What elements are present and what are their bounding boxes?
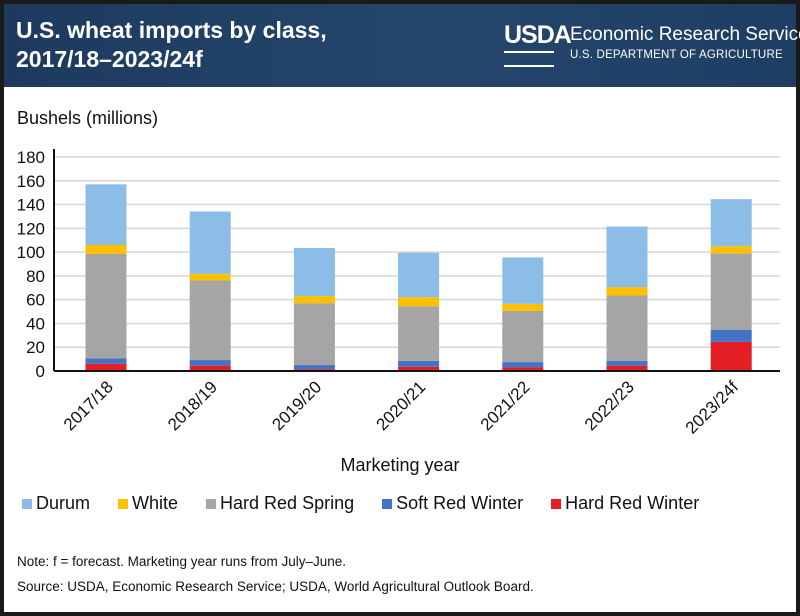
bar-segment-hard-red-winter [502, 367, 544, 371]
bar-segment-soft-red-winter [398, 360, 440, 367]
bar-segment-soft-red-winter [502, 362, 544, 368]
bar-segment-soft-red-winter [710, 329, 752, 342]
chart-title: U.S. wheat imports by class, 2017/18–202… [16, 16, 327, 74]
y-tick-label: 120 [17, 219, 45, 238]
bar-segment-white [398, 297, 440, 307]
legend: Durum White Hard Red Spring Soft Red Winter… [22, 493, 699, 514]
y-tick-label: 100 [17, 243, 45, 262]
bar-segment-durum [398, 252, 440, 298]
bar-segment-hard-red-spring [189, 280, 231, 361]
bar-segment-hard-red-spring [606, 295, 648, 361]
y-axis-label: Bushels (millions) [17, 108, 159, 128]
bar-segment-durum [502, 257, 544, 304]
bar-segment-hard-red-spring [398, 306, 440, 361]
y-tick-label: 140 [17, 196, 45, 215]
legend-item: Hard Red Winter [551, 493, 699, 514]
bar-segment-hard-red-spring [85, 253, 127, 359]
usda-logo-lines-icon [504, 51, 554, 67]
y-tick-label: 180 [17, 148, 45, 167]
bar-segment-soft-red-winter [85, 358, 127, 364]
x-axis-label: Marketing year [340, 455, 460, 475]
legend-item: Soft Red Winter [382, 493, 523, 514]
legend-swatch [382, 498, 393, 509]
y-tick-label: 20 [26, 338, 45, 357]
bar-segment-durum [710, 199, 752, 247]
bar-segment-hard-red-winter [85, 363, 127, 371]
y-tick-label: 0 [36, 362, 45, 381]
x-tick-label: 2019/20 [268, 377, 325, 434]
bar-segment-white [189, 273, 231, 281]
bar-segment-white [293, 296, 335, 304]
bar-segment-hard-red-winter [189, 365, 231, 371]
usda-logo-text: USDA [504, 21, 572, 49]
x-tick-label: 2021/22 [477, 377, 534, 434]
y-tick-label: 80 [26, 267, 45, 286]
legend-item: White [118, 493, 178, 514]
legend-label: Soft Red Winter [396, 493, 524, 513]
title-line-2: 2017/18–2023/24f [16, 46, 203, 72]
note-text: Note: f = forecast. Marketing year runs … [17, 554, 347, 569]
bar-segment-white [606, 287, 648, 296]
header-banner: U.S. wheat imports by class, 2017/18–202… [4, 4, 800, 87]
bar-segment-hard-red-spring [710, 253, 752, 330]
x-tick-label: 2023/24f [682, 377, 742, 437]
legend-swatch [206, 498, 217, 509]
y-tick-label: 160 [17, 172, 45, 191]
bar-segment-hard-red-spring [502, 310, 544, 363]
x-tick-label: 2017/18 [60, 377, 117, 434]
bar-segment-hard-red-winter [710, 341, 752, 371]
y-tick-label: 40 [26, 314, 45, 333]
bar-segment-soft-red-winter [606, 360, 648, 366]
x-tick-label: 2018/19 [164, 377, 221, 434]
legend-label: Hard Red Winter [565, 493, 700, 513]
legend-swatch [551, 498, 562, 509]
title-line-1: U.S. wheat imports by class, [16, 17, 327, 43]
bar-segment-white [710, 246, 752, 254]
bar-segment-durum [85, 184, 127, 245]
bar-segment-soft-red-winter [189, 360, 231, 366]
legend-label: Hard Red Spring [220, 493, 355, 513]
source-text: Source: USDA, Economic Research Service;… [17, 579, 534, 594]
legend-item: Hard Red Spring [206, 493, 354, 514]
bar-segment-hard-red-winter [398, 366, 440, 371]
legend-item: Durum [22, 493, 90, 514]
y-tick-label: 60 [26, 291, 45, 310]
bar-segment-durum [189, 211, 231, 274]
bar-segment-durum [606, 226, 648, 288]
legend-swatch [22, 498, 32, 509]
legend-label: White [132, 493, 179, 513]
bar-segment-durum [293, 247, 335, 297]
chart-plot: 0 20 40 60 80 100 120 140 160 180 2017/18 2018/19 20… [17, 148, 780, 438]
x-tick-label: 2022/23 [581, 377, 638, 434]
agency-name: Economic Research Service [570, 24, 800, 45]
bar-segment-hard-red-spring [293, 303, 335, 366]
bar-segment-soft-red-winter [293, 365, 335, 370]
legend-label: Durum [36, 493, 91, 513]
bar-segment-white [502, 303, 544, 311]
bar-segment-hard-red-winter [606, 365, 648, 371]
department-name: U.S. DEPARTMENT OF AGRICULTURE [570, 49, 783, 61]
bar-segment-white [85, 244, 127, 254]
x-tick-label: 2020/21 [373, 377, 430, 434]
legend-swatch [118, 498, 129, 509]
